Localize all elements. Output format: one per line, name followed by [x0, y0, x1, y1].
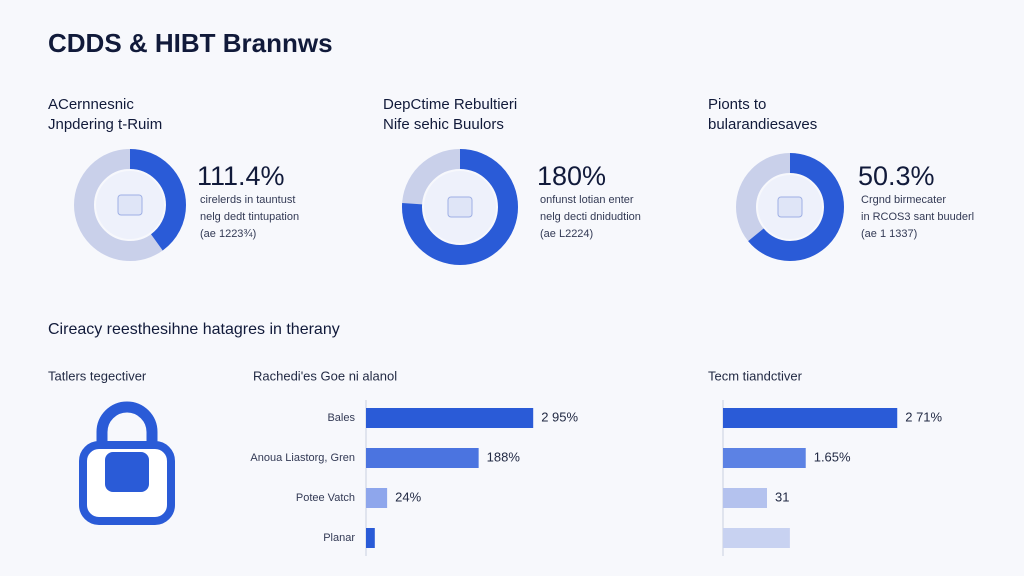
kpi-value: 50.3% — [858, 161, 935, 191]
card-heading: DepCtime Rebultieri — [383, 96, 517, 113]
kpi-value: 111.4% — [197, 161, 285, 191]
bar-value: 188% — [487, 449, 521, 464]
card-heading: ACernnesnic — [48, 96, 134, 113]
bar-value: 2 71% — [905, 409, 942, 424]
bar-label: Anoua Liastorg, Gren — [250, 452, 355, 464]
bar-chart-title: Rachedi'es Goe ni alanol — [253, 368, 397, 383]
kpi-description: cirelerds in tauntust — [200, 194, 295, 206]
page-title: CDDS & HIBT Brannws — [48, 28, 333, 58]
kpi-description: (ae 1 1337) — [861, 228, 917, 240]
donut-icon — [117, 194, 143, 216]
card-heading: bularandiesaves — [708, 116, 817, 133]
donut-icon — [447, 196, 473, 218]
bar-label: Bales — [327, 412, 355, 424]
kpi-description: (ae 1223¾) — [200, 228, 256, 240]
donut-arc — [74, 149, 186, 261]
kpi-description: onfunst lotian enter — [540, 194, 634, 206]
kpi-value: 180% — [537, 161, 606, 191]
donut-arc — [736, 153, 844, 261]
kpi-description: nelg dedt tintupation — [200, 211, 299, 223]
lock-icon — [79, 401, 175, 525]
bar-value: 2 95% — [541, 409, 578, 424]
bar-label: Potee Vatch — [296, 492, 355, 504]
bar — [723, 528, 790, 548]
card-heading: Pionts to — [708, 96, 766, 113]
bar-value: 31 — [775, 489, 789, 504]
bar-value: 1.65% — [814, 449, 851, 464]
section-label: Tatlers tegectiver — [48, 368, 147, 383]
bar — [366, 528, 375, 548]
bar-label: Planar — [323, 532, 355, 544]
bar-value: 24% — [395, 489, 421, 504]
donut-icon — [777, 196, 803, 218]
bar — [723, 488, 767, 508]
kpi-description: nelg decti dnidudtion — [540, 211, 641, 223]
kpi-description: Crgnd birmecater — [861, 194, 946, 206]
kpi-description: in RCOS3 sant buuderl — [861, 211, 974, 223]
bar — [366, 408, 534, 428]
bar — [366, 448, 479, 468]
card-heading: Nife sehic Buulors — [383, 116, 504, 133]
donut-arc — [402, 149, 518, 265]
bar — [366, 488, 388, 508]
bar — [723, 408, 898, 428]
card-heading: Jnpdering t-Ruim — [48, 116, 162, 133]
bar — [723, 448, 806, 468]
section-title: Cireacy reesthesihne hatagres in therany — [48, 321, 340, 338]
kpi-description: (ae L2224) — [540, 228, 593, 240]
bar-chart-title: Tecm tiandctiver — [708, 368, 803, 383]
